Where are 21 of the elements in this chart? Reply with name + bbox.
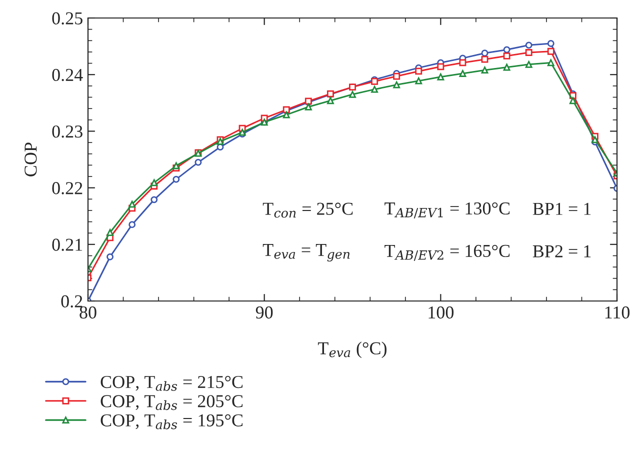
y-axis-title: COP [24, 142, 37, 176]
x-axis-title: T$_{eva}$ (°C) [318, 342, 386, 358]
annotation: BP1 = 1 [532, 202, 591, 215]
legend-label: COP, T$_{abs}$ = 215°C [100, 376, 243, 391]
x-tick-label: 100 [428, 306, 454, 319]
annotation: BP2 = 1 [532, 245, 591, 258]
legend-label: COP, T$_{abs}$ = 205°C [100, 395, 243, 410]
y-tick-label: 0.23 [52, 125, 82, 138]
annotation: T$_{AB/EV2}$ = 165°C [384, 244, 510, 261]
annotation: T$_{AB/EV1}$ = 130°C [384, 202, 510, 218]
y-tick-label: 0.21 [52, 238, 82, 251]
y-tick-label: 0.22 [52, 182, 82, 194]
x-tick-label: 90 [256, 306, 273, 319]
annotation: T$_{eva}$ = T$_{gen}$ [262, 244, 350, 262]
y-tick-label: 0.24 [52, 68, 83, 82]
annotation: T$_{con}$ = 25°C [262, 202, 353, 218]
legend-label: COP, T$_{abs}$ = 195°C [100, 414, 243, 430]
y-tick-label: 0.25 [52, 12, 82, 25]
x-tick-label: 80 [80, 306, 96, 319]
y-tick-label: 0.2 [61, 295, 82, 308]
x-tick-label: 110 [605, 306, 630, 319]
